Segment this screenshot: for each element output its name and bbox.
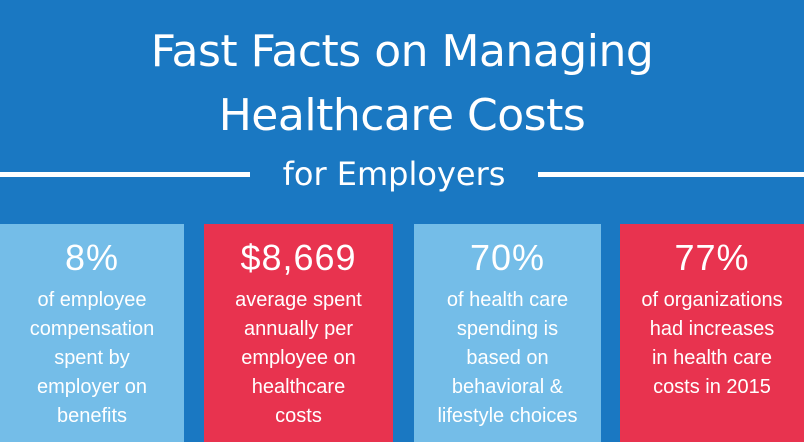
fact-description-line: had increases [649,318,775,340]
fact-value: $8,669 [240,237,357,278]
fact-card-benefits: 8% of employee compensation spent by emp… [0,224,184,442]
fact-description: average spent annually per employee on h… [204,286,393,431]
fact-description-line: compensation [29,318,155,340]
right-divider [538,172,804,177]
fact-description-line: based on [466,347,549,369]
fact-description-line: lifestyle choices [437,405,578,427]
fact-description-line: healthcare [251,376,346,398]
fact-description-line: spending is [456,318,559,340]
fact-description-line: behavioral & [451,376,564,398]
fact-value: 8% [64,237,120,278]
fact-value: 70% [469,237,546,278]
subtitle-row: for Employers [0,150,804,198]
fact-description: of organizations had increases in health… [620,286,804,402]
fact-description-line: benefits [56,405,128,427]
fact-description: of employee compensation spent by employ… [0,286,184,431]
fact-card-cost-increases: 77% of organizations had increases in he… [620,224,804,442]
fact-description-line: in health care [651,347,773,369]
page-title-line-1: Fast Facts on Managing [150,26,654,77]
fact-description-line: employee on [241,347,356,369]
fact-description-line: of health care [446,289,569,311]
fact-description-line: costs in 2015 [653,376,771,398]
fact-description-line: costs [275,405,322,427]
fact-description-line: of organizations [641,289,783,311]
fact-value: 77% [674,237,750,278]
fact-description-line: annually per [244,318,353,340]
page-title-line-2: Healthcare Costs [218,90,586,141]
fact-description: of health care spending is based on beha… [414,286,601,431]
fact-card-lifestyle: 70% of health care spending is based on … [414,224,601,442]
subtitle: for Employers [282,155,506,193]
fact-description-line: spent by [54,347,130,369]
fact-description-line: average spent [235,289,362,311]
fact-description-line: of employee [37,289,147,311]
fact-description-line: employer on [36,376,148,398]
fact-card-average-spent: $8,669 average spent annually per employ… [204,224,393,442]
left-divider [0,172,250,177]
